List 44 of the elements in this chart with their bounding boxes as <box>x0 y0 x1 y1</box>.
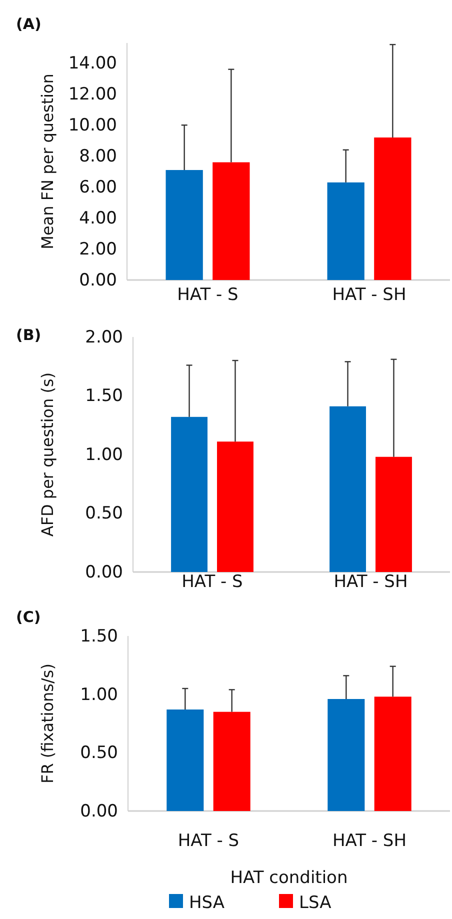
y-tick-label: 0.50 <box>85 504 123 524</box>
chart-title: (B) <box>16 326 42 344</box>
y-tick-label: 0.00 <box>80 801 118 822</box>
y-tick-label: 6.00 <box>79 178 117 198</box>
bar <box>166 170 203 280</box>
bar <box>213 712 250 811</box>
y-axis-title: AFD per question (s) <box>38 372 57 537</box>
bar <box>327 182 364 280</box>
bar <box>212 162 250 280</box>
bar <box>166 710 204 811</box>
bar <box>171 416 208 572</box>
bar <box>376 456 412 572</box>
y-tick-label: 2.00 <box>79 239 117 260</box>
x-tick-label: HAT - SH <box>334 572 408 592</box>
y-tick-label: 0.00 <box>79 270 117 290</box>
y-tick-label: 0.00 <box>85 562 123 582</box>
y-tick-label: 1.50 <box>80 626 118 646</box>
y-axis-title: FR (fixations/s) <box>38 664 57 784</box>
x-tick-label: HAT - S <box>177 285 238 305</box>
bar <box>374 137 412 280</box>
x-tick-label: HAT - S <box>182 572 243 592</box>
x-tick-label: HAT - SH <box>332 285 406 305</box>
y-tick-label: 1.00 <box>80 684 118 705</box>
y-tick-label: 8.00 <box>79 146 117 167</box>
chart-title: (A) <box>16 15 42 33</box>
y-tick-label: 1.50 <box>85 386 123 406</box>
y-tick-label: 14.00 <box>68 54 117 74</box>
x-tick-label: HAT - SH <box>332 831 406 851</box>
y-tick-label: 4.00 <box>79 208 117 228</box>
bar <box>374 696 412 811</box>
bar <box>328 699 365 811</box>
chart-title: (C) <box>16 608 41 626</box>
x-tick-label: HAT - S <box>178 831 240 851</box>
y-tick-label: 1.00 <box>85 444 123 465</box>
y-tick-label: 10.00 <box>68 116 117 136</box>
y-axis-title: Mean FN per question <box>38 74 57 250</box>
y-tick-label: 12.00 <box>68 84 117 105</box>
legend-label: HSA <box>189 893 225 913</box>
legend-label: LSA <box>299 893 332 913</box>
bar <box>217 442 254 572</box>
bar <box>330 406 366 572</box>
y-tick-label: 0.50 <box>80 743 118 764</box>
y-tick-label: 2.00 <box>85 327 123 348</box>
x-axis-title: HAT condition <box>230 868 348 888</box>
